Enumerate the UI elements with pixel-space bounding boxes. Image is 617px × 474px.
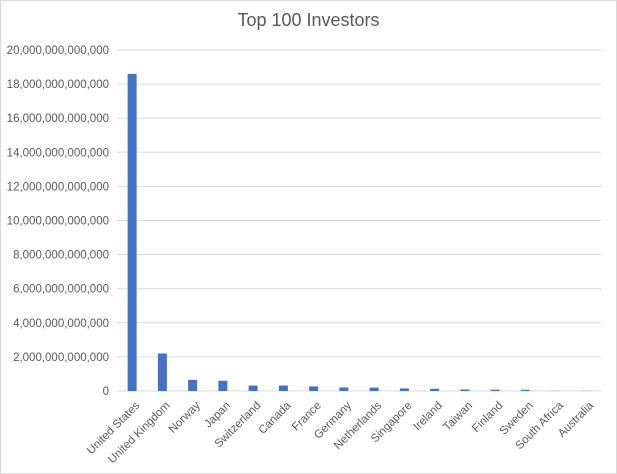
- x-tick-label: Norway: [167, 400, 203, 436]
- y-tick-label: 8,000,000,000,000: [13, 250, 109, 262]
- bar: [339, 387, 349, 391]
- bar: [430, 388, 440, 391]
- x-tick-label: Canada: [257, 399, 294, 436]
- x-tick-label: Ireland: [411, 400, 444, 433]
- bars: [127, 73, 591, 392]
- y-tick-label: 4,000,000,000,000: [13, 318, 109, 330]
- bar: [490, 389, 500, 391]
- y-tick-label: 0: [103, 386, 109, 398]
- chart-title: Top 100 Investors: [237, 10, 380, 30]
- bar: [188, 379, 198, 391]
- y-tick-label: 20,000,000,000,000: [7, 45, 109, 57]
- bar: [399, 388, 409, 391]
- gridlines: [117, 49, 601, 392]
- bar: [278, 385, 288, 391]
- bar: [127, 73, 137, 392]
- y-axis-ticks: 0 2,000,000,000,000 4,000,000,000,000 6,000…: [7, 45, 109, 398]
- x-tick-label: United States: [85, 400, 142, 457]
- y-tick-label: 2,000,000,000,000: [13, 352, 109, 364]
- bar: [309, 386, 319, 391]
- bar: [218, 380, 228, 391]
- y-tick-label: 16,000,000,000,000: [7, 113, 109, 125]
- y-tick-label: 10,000,000,000,000: [7, 216, 109, 228]
- y-tick-label: 18,000,000,000,000: [7, 79, 109, 91]
- y-tick-label: 6,000,000,000,000: [13, 284, 109, 296]
- y-tick-label: 12,000,000,000,000: [7, 181, 109, 193]
- y-tick-label: 14,000,000,000,000: [7, 147, 109, 159]
- x-tick-label: Taiwan: [441, 400, 475, 434]
- bar: [520, 389, 530, 391]
- bar: [157, 353, 167, 391]
- bar: [369, 387, 379, 391]
- bar: [460, 389, 470, 391]
- bar: [248, 385, 258, 391]
